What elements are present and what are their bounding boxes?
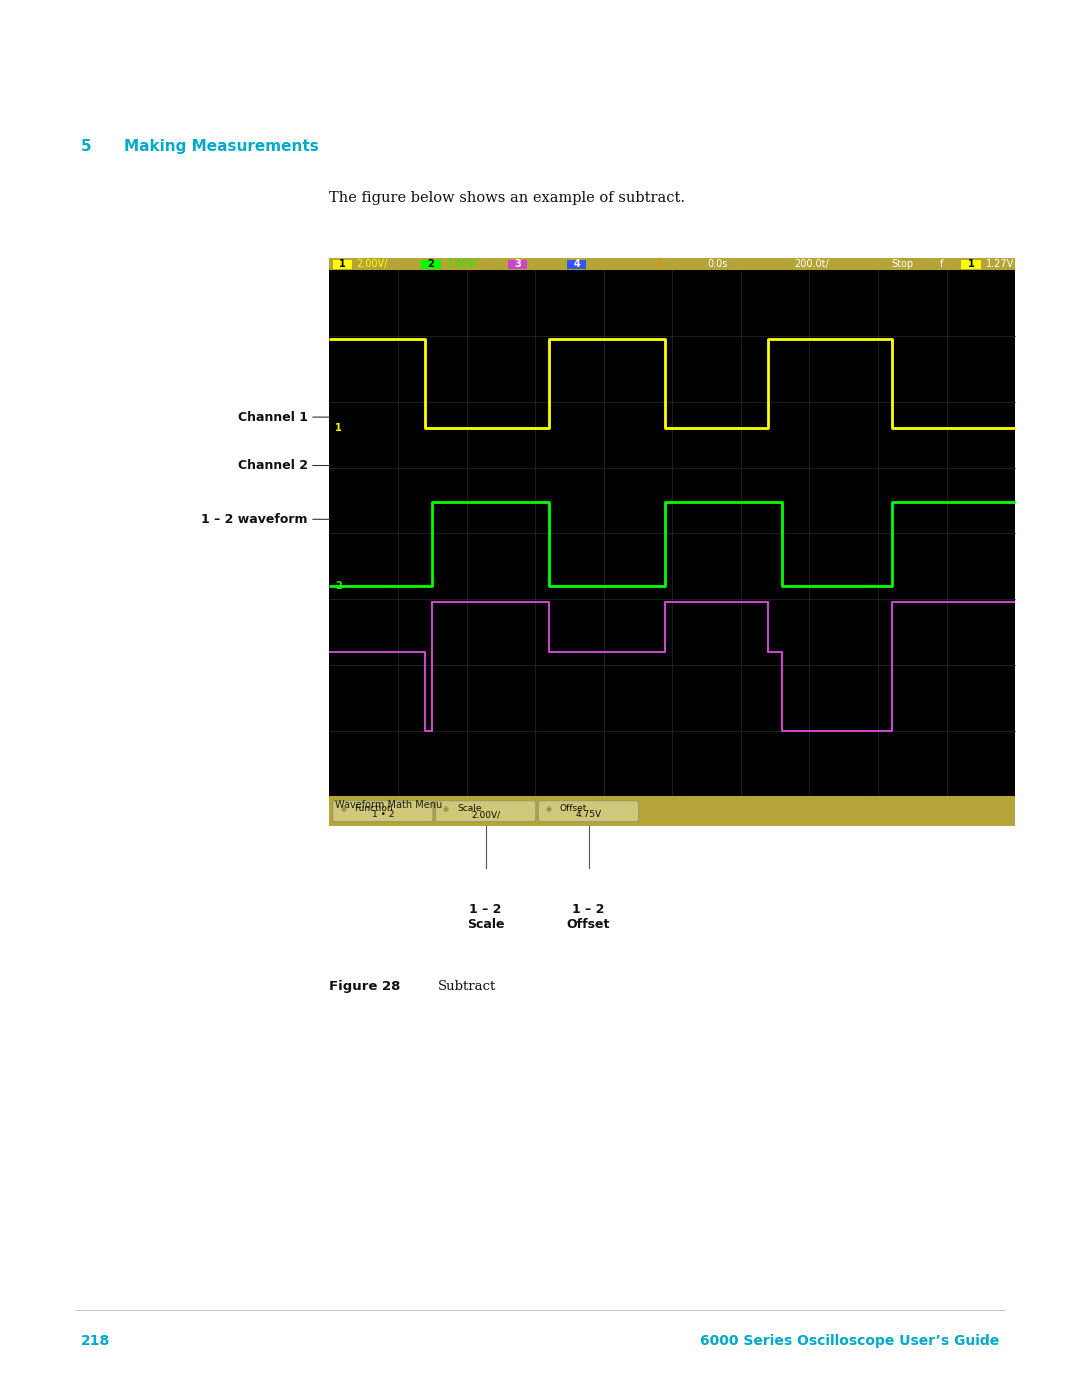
Text: 0.0s: 0.0s (707, 260, 728, 270)
Bar (329, 796, 1015, 826)
Text: Subtract: Subtract (437, 981, 496, 993)
Text: 1 – 2 waveform: 1 – 2 waveform (201, 513, 308, 525)
Text: 2.00V/: 2.00V/ (356, 260, 388, 270)
Text: Offset: Offset (559, 803, 588, 813)
FancyBboxPatch shape (435, 800, 536, 821)
Text: 200.0t/: 200.0t/ (794, 260, 828, 270)
Text: ↓: ↓ (653, 257, 664, 270)
Text: Function: Function (354, 803, 393, 813)
Text: Waveform Math Menu: Waveform Math Menu (335, 800, 442, 810)
Text: 2.00V/: 2.00V/ (446, 260, 477, 270)
Text: 2: 2 (428, 260, 434, 270)
Bar (508, 260, 527, 268)
Text: 2.00V/: 2.00V/ (471, 810, 500, 819)
Bar (329, 270, 1015, 796)
Text: Making Measurements: Making Measurements (124, 140, 319, 154)
Bar (961, 260, 981, 268)
FancyBboxPatch shape (538, 800, 638, 821)
Text: 4: 4 (573, 260, 580, 270)
Text: 3: 3 (514, 260, 521, 270)
Text: 1 – 2
Offset: 1 – 2 Offset (567, 902, 610, 930)
Text: Stop: Stop (891, 260, 913, 270)
Text: 1 • 2: 1 • 2 (372, 810, 394, 819)
Text: f: f (940, 260, 943, 270)
Text: 1: 1 (339, 260, 346, 270)
Text: ◉: ◉ (443, 806, 449, 812)
Text: 4.75V: 4.75V (576, 810, 602, 819)
Text: 2: 2 (335, 581, 341, 591)
Bar (567, 260, 586, 268)
Bar (329, 258, 1015, 826)
Text: Channel 1: Channel 1 (238, 411, 308, 423)
Text: 5: 5 (81, 140, 92, 154)
Bar (333, 260, 352, 268)
Text: ◉: ◉ (340, 806, 347, 812)
Text: 1.27V: 1.27V (986, 260, 1014, 270)
Bar (329, 258, 1015, 270)
Text: 1 – 2
Scale: 1 – 2 Scale (467, 902, 504, 930)
Text: Channel 2: Channel 2 (238, 460, 308, 472)
Text: 1: 1 (968, 260, 974, 270)
Bar (421, 260, 441, 268)
Text: ◉: ◉ (545, 806, 552, 812)
Text: 1: 1 (335, 423, 341, 433)
Text: 6000 Series Oscilloscope User’s Guide: 6000 Series Oscilloscope User’s Guide (700, 1334, 999, 1348)
Text: Figure 28: Figure 28 (329, 981, 401, 993)
Text: The figure below shows an example of subtract.: The figure below shows an example of sub… (329, 191, 686, 205)
Text: Scale: Scale (457, 803, 482, 813)
Text: 218: 218 (81, 1334, 110, 1348)
FancyBboxPatch shape (333, 800, 433, 821)
